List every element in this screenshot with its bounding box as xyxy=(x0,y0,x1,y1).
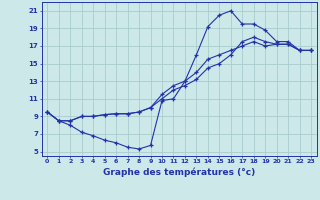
X-axis label: Graphe des températures (°c): Graphe des températures (°c) xyxy=(103,167,255,177)
